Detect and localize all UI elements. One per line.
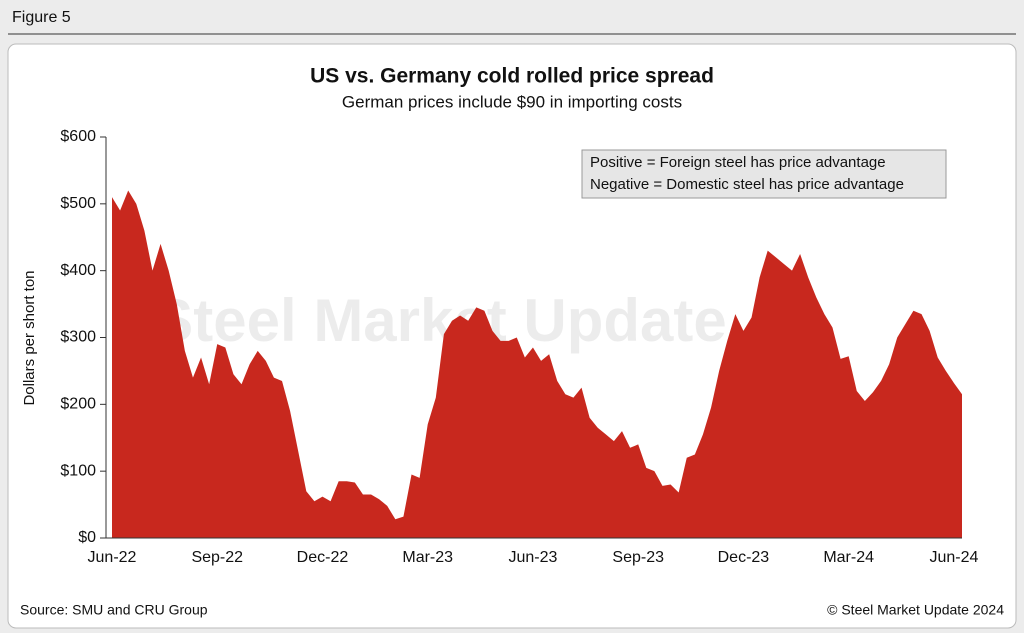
annotation-box [581, 149, 947, 199]
y-tick-label: $200 [60, 396, 96, 413]
chart-subtitle: German prices include $90 in importing c… [342, 92, 682, 111]
y-tick-label: $600 [60, 128, 96, 145]
x-tick-label: Mar-24 [823, 549, 874, 566]
y-tick-label: $400 [60, 262, 96, 279]
copyright: © Steel Market Update 2024 [827, 602, 1004, 618]
x-tick-label: Jun-22 [88, 549, 137, 566]
figure-label: Figure 5 [12, 9, 71, 26]
watermark: Steel Market Update [153, 287, 727, 354]
x-tick-label: Dec-22 [297, 549, 349, 566]
area [112, 190, 962, 538]
annotation: Negative = Domestic steel has price adva… [590, 176, 904, 193]
x-tick-label: Sep-23 [612, 549, 664, 566]
y-tick-label: $100 [60, 462, 96, 479]
x-tick-label: Jun-23 [508, 549, 557, 566]
x-tick-label: Mar-23 [402, 549, 453, 566]
x-tick-label: Dec-23 [718, 549, 770, 566]
chart-title: US vs. Germany cold rolled price spread [310, 65, 714, 88]
y-axis-label: Dollars per short ton [21, 270, 38, 405]
y-tick-label: $500 [60, 195, 96, 212]
y-tick-label: $0 [78, 529, 96, 546]
x-tick-label: Jun-24 [929, 549, 978, 566]
annotation: Positive = Foreign steel has price advan… [590, 154, 886, 171]
y-tick-label: $300 [60, 329, 96, 346]
source: Source: SMU and CRU Group [20, 602, 208, 618]
plot: $0 $100 $200 $300 $400 $500 $600 Jun-22 Sep-22 De… [60, 128, 978, 566]
x-tick-label: Sep-22 [191, 549, 243, 566]
